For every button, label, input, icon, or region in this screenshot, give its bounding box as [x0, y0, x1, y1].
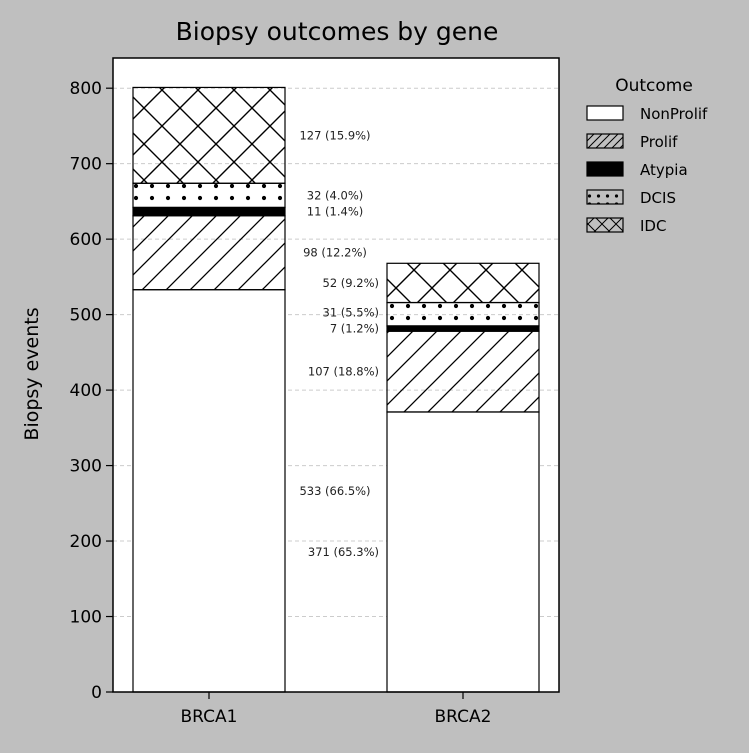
data-label-brca2-nonprolif: 371 (65.3%): [308, 545, 379, 559]
bar-brca2-prolif: [386, 330, 540, 413]
legend-swatch-idc: [586, 217, 624, 233]
bars-layer: [132, 86, 540, 693]
legend-swatch-nonprolif: [586, 105, 624, 121]
legend-label-atypia: Atypia: [640, 161, 688, 179]
bar-brca2-atypia: [386, 325, 540, 332]
bar-brca1-atypia: [132, 206, 286, 217]
data-label-brca2-prolif: 107 (18.8%): [308, 365, 379, 379]
legend-swatch-prolif: [586, 133, 624, 149]
y-tick-label-500: 500: [70, 306, 102, 326]
bar-brca2-nonprolif: [386, 411, 540, 693]
data-label-brca1-idc: 127 (15.9%): [299, 128, 370, 142]
legend-label-idc: IDC: [640, 217, 666, 235]
y-tick-label-600: 600: [70, 230, 102, 250]
y-tick-label-300: 300: [70, 457, 102, 477]
legend-label-nonprolif: NonProlif: [640, 105, 708, 123]
y-tick-label-0: 0: [91, 683, 102, 703]
x-tick-label-brca1: BRCA1: [181, 707, 238, 727]
bar-brca2-dcis: [386, 301, 540, 327]
legend-swatch-dcis: [586, 189, 624, 205]
data-label-brca1-nonprolif: 533 (66.5%): [299, 484, 370, 498]
data-label-brca2-atypia: 7 (1.2%): [330, 322, 379, 336]
data-label-brca1-atypia: 11 (1.4%): [307, 205, 363, 219]
bar-brca1-idc: [132, 86, 286, 184]
y-tick-label-700: 700: [70, 155, 102, 175]
segment-labels-layer: 533 (66.5%) 98 (12.2%) 11 (1.4%) 32 (4.0%) 1…: [299, 128, 379, 559]
legend-label-dcis: DCIS: [640, 189, 676, 207]
data-label-brca2-dcis: 31 (5.5%): [323, 306, 379, 320]
y-tick-label-400: 400: [70, 381, 102, 401]
axis-layer: 0 100 200 300 400 500 600 700 800 BRCA1 BRCA2: [70, 79, 492, 727]
bar-brca1-prolif: [132, 215, 286, 291]
y-axis-label: Biopsy events: [21, 307, 43, 440]
plot-frame: [112, 57, 560, 693]
y-tick-label-100: 100: [70, 608, 102, 628]
data-label-brca1-prolif: 98 (12.2%): [303, 246, 367, 260]
legend: Outcome NonProlif Prolif Atypia DCIS IDC: [586, 76, 708, 235]
data-label-brca2-idc: 52 (9.2%): [323, 276, 379, 290]
chart-title: Biopsy outcomes by gene: [176, 17, 499, 46]
legend-swatch-atypia: [586, 161, 624, 177]
bar-brca1-nonprolif: [132, 289, 286, 693]
y-tick-label-200: 200: [70, 532, 102, 552]
data-label-brca1-dcis: 32 (4.0%): [307, 188, 363, 202]
bar-brca2-idc: [386, 262, 540, 304]
legend-title: Outcome: [615, 76, 693, 96]
bar-brca1-dcis: [132, 182, 286, 209]
y-tick-label-800: 800: [70, 79, 102, 99]
x-tick-label-brca2: BRCA2: [435, 707, 492, 727]
legend-label-prolif: Prolif: [640, 133, 678, 151]
